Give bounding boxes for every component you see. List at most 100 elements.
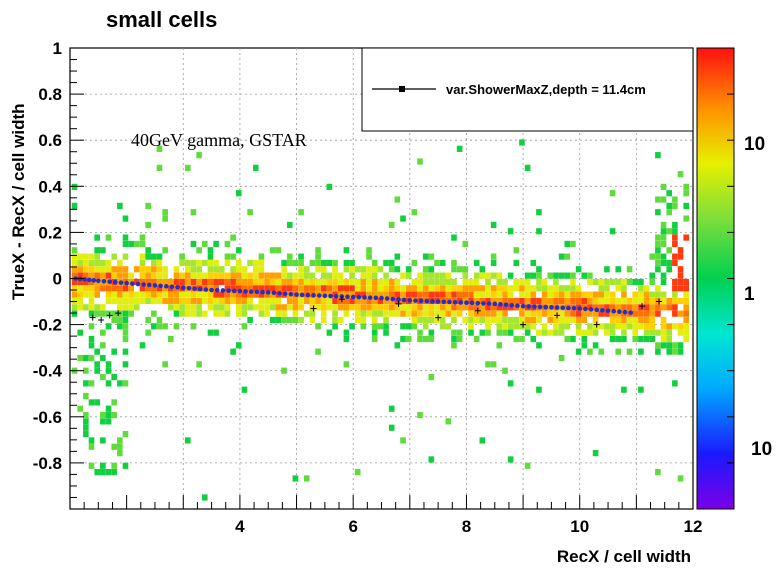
heatmap-cell — [371, 291, 378, 298]
heatmap-cell — [122, 310, 129, 317]
heatmap-cell — [456, 329, 463, 336]
heatmap-cell — [388, 259, 395, 267]
heatmap-cell — [111, 297, 117, 305]
heatmap-cell — [604, 285, 610, 292]
heatmap-cell — [502, 297, 508, 305]
heatmap-cell — [519, 139, 525, 146]
profile-point — [141, 282, 146, 287]
heatmap-cell — [558, 253, 565, 260]
heatmap-cell — [77, 297, 83, 305]
heatmap-cell — [655, 253, 661, 260]
heatmap-cell — [660, 335, 667, 343]
heatmap-cell — [456, 310, 463, 317]
profile-point — [288, 291, 294, 297]
heatmap-cell — [162, 361, 168, 368]
heatmap-cell — [371, 297, 378, 305]
heatmap-cell — [672, 297, 678, 305]
heatmap-cell — [122, 316, 129, 324]
heatmap-cell — [451, 285, 457, 292]
heatmap-cell — [258, 285, 265, 292]
heatmap-cell — [502, 291, 508, 298]
heatmap-cell — [218, 304, 225, 311]
heatmap-cell — [298, 272, 304, 279]
heatmap-cell — [672, 228, 678, 235]
heatmap-cell — [672, 348, 678, 355]
heatmap-cell — [185, 297, 191, 305]
heatmap-cell — [547, 272, 554, 279]
heatmap-cell — [683, 329, 690, 336]
heatmap-cell — [439, 272, 446, 279]
heatmap-cell — [553, 278, 559, 286]
heatmap-cell — [117, 272, 123, 279]
heatmap-cell — [281, 278, 287, 286]
heatmap-cell — [660, 297, 667, 305]
heatmap-cell — [281, 266, 287, 273]
heatmap-cell — [592, 291, 599, 298]
heatmap-cell — [145, 272, 151, 279]
heatmap-cell — [207, 291, 214, 298]
heatmap-cell — [156, 297, 163, 305]
heatmap-cell — [388, 304, 395, 311]
heatmap-cell — [666, 297, 673, 305]
heatmap-cell — [247, 278, 253, 286]
heatmap-cell — [502, 310, 508, 317]
x-axis: 4 6 8 10 12 — [69, 495, 702, 536]
heatmap-cell — [575, 316, 582, 324]
heatmap-cell — [660, 304, 667, 311]
heatmap-cell — [100, 304, 106, 311]
heatmap-cell — [303, 272, 310, 279]
heatmap-cell — [235, 342, 242, 349]
heatmap-cell — [122, 329, 129, 336]
heatmap-cell — [439, 291, 446, 298]
heatmap-cell — [88, 304, 95, 311]
heatmap-cell — [564, 310, 571, 317]
scatter-marker — [310, 305, 317, 312]
profile-point — [486, 301, 492, 306]
heatmap-cell — [660, 272, 667, 279]
heatmap-cell — [134, 266, 140, 273]
profile-point — [135, 281, 141, 287]
heatmap-cell — [519, 297, 525, 305]
heatmap-cell — [604, 297, 610, 305]
heatmap-cell — [94, 259, 100, 267]
heatmap-cell — [247, 259, 253, 267]
heatmap-cell — [71, 278, 78, 286]
heatmap-cell — [626, 278, 633, 286]
heatmap-cell — [632, 278, 639, 286]
heatmap-cell — [609, 228, 616, 235]
heatmap-cell — [298, 285, 304, 292]
heatmap-cell — [479, 291, 486, 298]
heatmap-cell — [434, 285, 440, 292]
heatmap-cell — [439, 278, 446, 286]
heatmap-cell — [303, 285, 310, 292]
heatmap-cell — [371, 272, 378, 279]
heatmap-cell — [575, 323, 582, 330]
profile-point — [260, 289, 265, 295]
heatmap-cell — [524, 297, 531, 305]
heatmap-cell — [411, 209, 418, 216]
heatmap-cell — [587, 272, 593, 279]
heatmap-cell — [145, 202, 151, 209]
heatmap-cell — [638, 386, 644, 393]
heatmap-cell — [326, 278, 333, 286]
profile-point — [265, 290, 271, 295]
heatmap-cell — [383, 323, 389, 330]
heatmap-cell — [190, 304, 197, 311]
profile-point — [214, 287, 220, 293]
heatmap-cell — [428, 266, 435, 273]
heatmap-cell — [468, 323, 474, 330]
heatmap-cell — [383, 272, 389, 279]
heatmap-cell — [111, 399, 117, 406]
heatmap-cell — [462, 285, 469, 292]
heatmap-cell — [485, 316, 491, 324]
heatmap-cell — [122, 215, 129, 222]
heatmap-cell — [145, 291, 151, 298]
profile-point — [600, 308, 605, 313]
heatmap-cell — [179, 291, 185, 298]
heatmap-cell — [349, 291, 355, 298]
heatmap-cell — [660, 342, 667, 349]
y-tick-label: 1 — [53, 39, 62, 58]
heatmap-cell — [479, 329, 486, 336]
heatmap-cell — [122, 348, 129, 355]
heatmap-cell — [145, 329, 151, 336]
